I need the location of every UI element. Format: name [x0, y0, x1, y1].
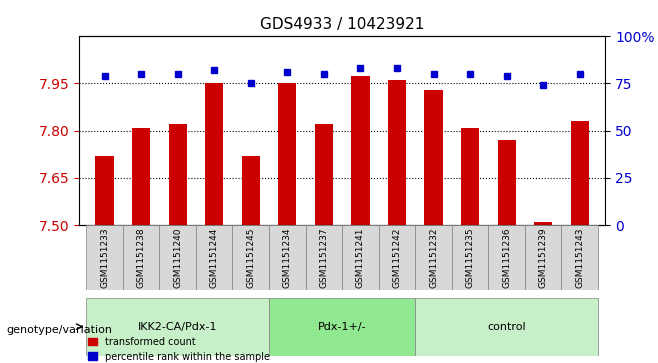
FancyBboxPatch shape	[123, 225, 159, 290]
FancyBboxPatch shape	[86, 225, 123, 290]
Text: GSM1151242: GSM1151242	[392, 228, 401, 288]
FancyBboxPatch shape	[342, 225, 379, 290]
Bar	[315, 125, 333, 225]
Bar	[497, 140, 516, 225]
Text: IKK2-CA/Pdx-1: IKK2-CA/Pdx-1	[138, 322, 217, 332]
Bar	[168, 125, 187, 225]
FancyBboxPatch shape	[488, 225, 525, 290]
FancyBboxPatch shape	[305, 225, 342, 290]
FancyBboxPatch shape	[561, 225, 598, 290]
Text: GSM1151244: GSM1151244	[210, 228, 218, 288]
Text: GSM1151239: GSM1151239	[539, 227, 547, 288]
Text: GSM1151243: GSM1151243	[575, 228, 584, 288]
Bar	[241, 156, 260, 225]
Text: GSM1151235: GSM1151235	[466, 227, 474, 288]
Bar	[132, 127, 150, 225]
Bar	[570, 121, 589, 225]
FancyBboxPatch shape	[86, 298, 269, 356]
FancyBboxPatch shape	[415, 225, 452, 290]
Text: GSM1151241: GSM1151241	[356, 228, 365, 288]
Bar	[534, 222, 552, 225]
Bar	[424, 90, 443, 225]
Text: GSM1151233: GSM1151233	[100, 227, 109, 288]
FancyBboxPatch shape	[196, 225, 232, 290]
FancyBboxPatch shape	[159, 225, 196, 290]
Text: control: control	[488, 322, 526, 332]
FancyBboxPatch shape	[232, 225, 269, 290]
Text: GSM1151237: GSM1151237	[319, 227, 328, 288]
FancyBboxPatch shape	[269, 225, 305, 290]
Text: Pdx-1+/-: Pdx-1+/-	[318, 322, 367, 332]
Text: GSM1151234: GSM1151234	[283, 228, 292, 288]
FancyBboxPatch shape	[452, 225, 488, 290]
Text: GSM1151232: GSM1151232	[429, 228, 438, 288]
FancyBboxPatch shape	[415, 298, 598, 356]
Legend: transformed count, percentile rank within the sample: transformed count, percentile rank withi…	[84, 333, 274, 363]
Bar	[95, 156, 114, 225]
Text: GSM1151245: GSM1151245	[246, 228, 255, 288]
Text: GSM1151236: GSM1151236	[502, 227, 511, 288]
FancyBboxPatch shape	[379, 225, 415, 290]
Bar	[278, 83, 297, 225]
Text: genotype/variation: genotype/variation	[7, 325, 113, 335]
Title: GDS4933 / 10423921: GDS4933 / 10423921	[260, 17, 424, 32]
Bar	[461, 127, 479, 225]
Bar	[388, 80, 406, 225]
Text: GSM1151240: GSM1151240	[173, 228, 182, 288]
Bar	[205, 83, 223, 225]
FancyBboxPatch shape	[269, 298, 415, 356]
FancyBboxPatch shape	[525, 225, 561, 290]
Bar	[351, 76, 370, 225]
Text: GSM1151238: GSM1151238	[137, 227, 145, 288]
